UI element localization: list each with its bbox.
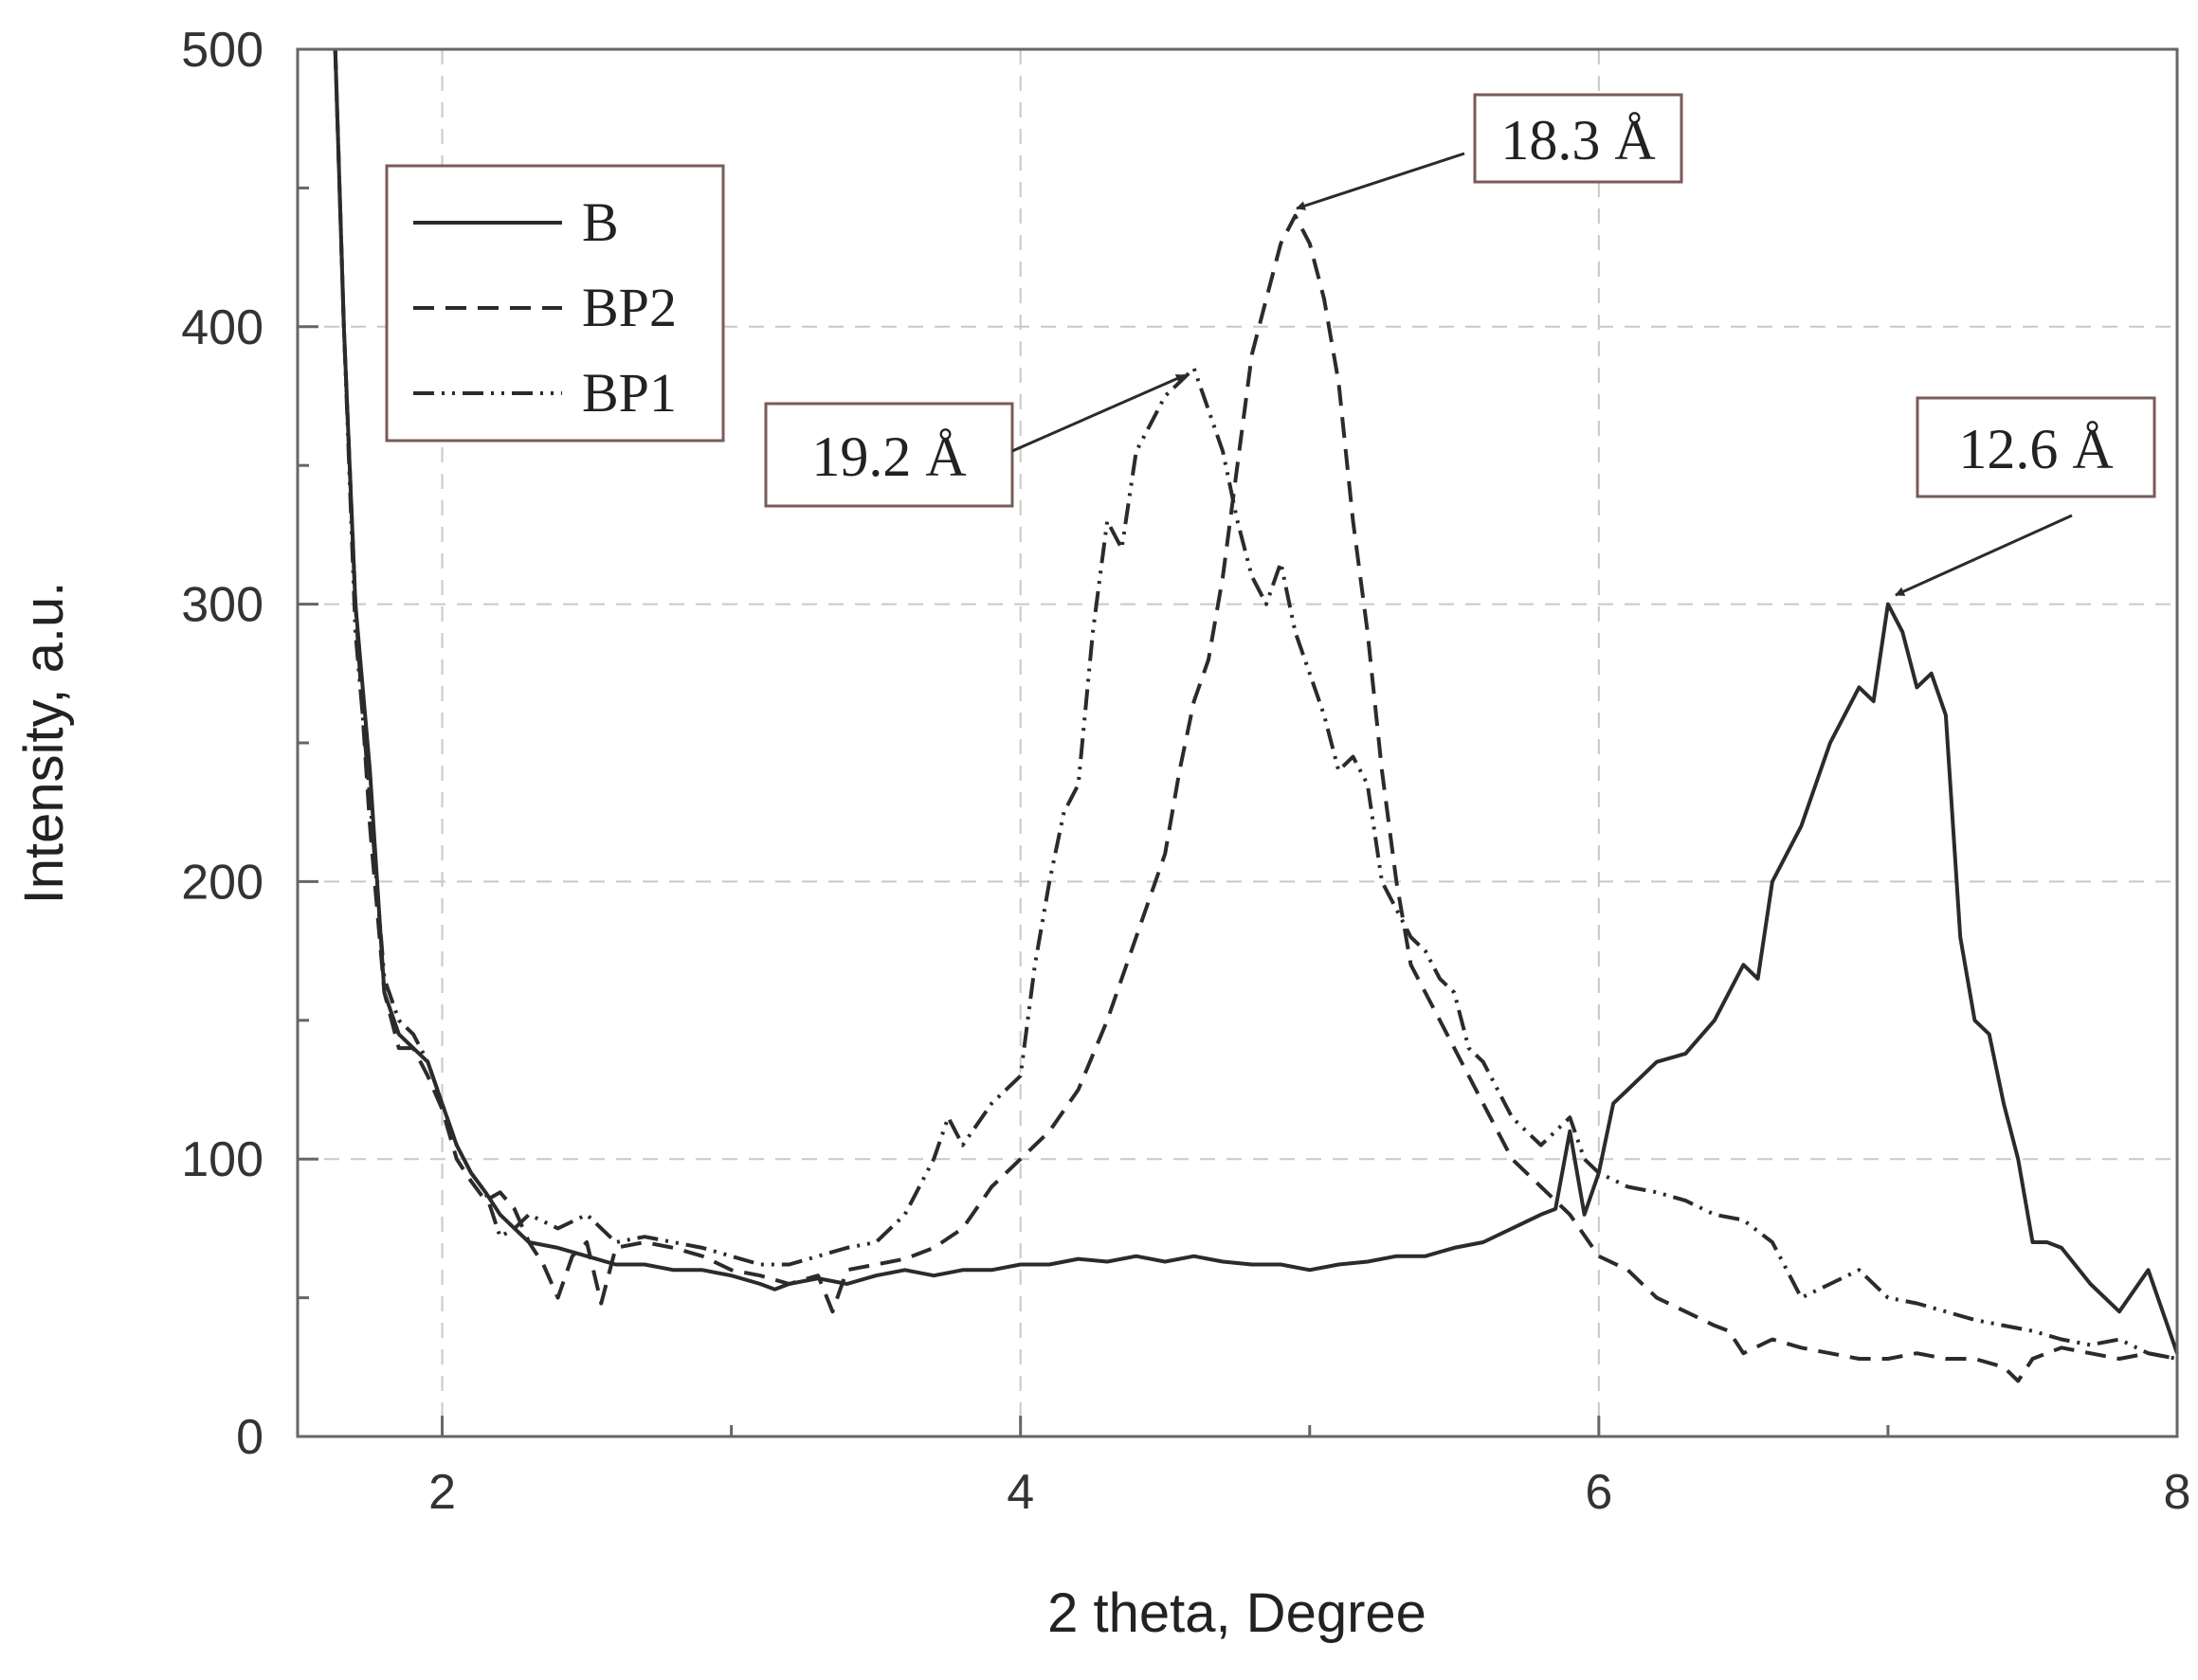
annotation-label: 18.3 Å — [1500, 109, 1655, 172]
legend-label-bp2: BP2 — [582, 277, 677, 338]
annotation-box — [764, 402, 1014, 508]
series-line-bp1 — [333, 48, 2178, 1361]
annotation-label: 12.6 Å — [1958, 418, 2113, 480]
x-tick-label: 4 — [1007, 1465, 1034, 1520]
x-tick-label: 2 — [428, 1465, 456, 1520]
series-layer — [333, 48, 2179, 1383]
x-axis-title: 2 theta, Degree — [1047, 1582, 1426, 1644]
annotation-18-3: 18.3 Å — [1296, 93, 1683, 210]
annotation-19-2: 19.2 Å — [764, 373, 1186, 508]
y-tick-label: 500 — [181, 23, 263, 78]
y-tick-label: 200 — [181, 855, 263, 910]
annotation-box — [1473, 93, 1683, 184]
y-axis-title: Intensity, a.u. — [13, 582, 75, 905]
annotation-label: 19.2 Å — [811, 425, 966, 488]
annotation-12-6: 12.6 Å — [1895, 396, 2156, 597]
annotation-box — [1916, 396, 2156, 498]
annotation-arrow — [1895, 514, 2073, 597]
series-line-bp2 — [333, 48, 2178, 1383]
legend-label-bp1: BP1 — [582, 362, 677, 424]
x-tick-label: 8 — [2164, 1465, 2191, 1520]
axis-ticks: 2 4 6 8 0 100 200 300 400 500 — [181, 23, 2190, 1520]
y-tick-label: 100 — [181, 1132, 263, 1187]
y-tick-label: 300 — [181, 578, 263, 633]
legend: B BP2 BP1 — [385, 164, 725, 443]
annotation-arrow — [1296, 152, 1465, 210]
legend-label-b: B — [582, 191, 619, 253]
grid-lines — [298, 49, 2177, 1436]
annotation-arrow — [1011, 373, 1186, 453]
y-tick-label: 0 — [236, 1410, 263, 1465]
x-tick-label: 6 — [1585, 1465, 1612, 1520]
y-tick-label: 400 — [181, 300, 263, 355]
